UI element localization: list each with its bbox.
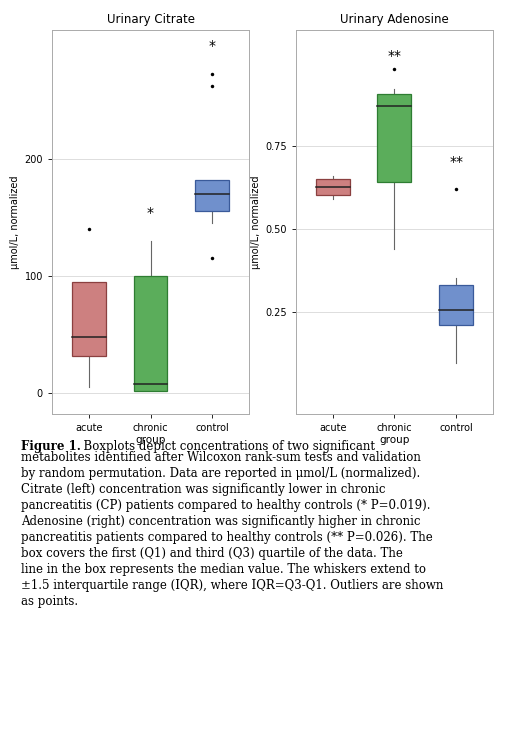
Bar xyxy=(439,285,473,325)
Bar xyxy=(195,180,229,212)
Bar xyxy=(133,276,168,391)
Text: Boxplots depict concentrations of two significant: Boxplots depict concentrations of two si… xyxy=(76,440,375,453)
Bar xyxy=(377,94,412,182)
Y-axis label: μmol/L, normalized: μmol/L, normalized xyxy=(10,175,20,269)
Bar xyxy=(316,179,350,195)
X-axis label: group: group xyxy=(135,435,166,445)
Text: Figure 1.: Figure 1. xyxy=(21,440,80,453)
Title: Urinary Citrate: Urinary Citrate xyxy=(106,13,195,26)
Title: Urinary Adenosine: Urinary Adenosine xyxy=(340,13,449,26)
Text: metabolites identified after Wilcoxon rank-sum tests and validation
by random pe: metabolites identified after Wilcoxon ra… xyxy=(21,451,443,608)
Text: **: ** xyxy=(388,49,401,63)
Text: *: * xyxy=(147,206,154,220)
Bar xyxy=(72,282,106,356)
Text: *: * xyxy=(209,39,215,53)
X-axis label: group: group xyxy=(379,435,409,445)
Text: **: ** xyxy=(449,155,463,169)
Y-axis label: μmol/L, normalized: μmol/L, normalized xyxy=(251,175,261,269)
